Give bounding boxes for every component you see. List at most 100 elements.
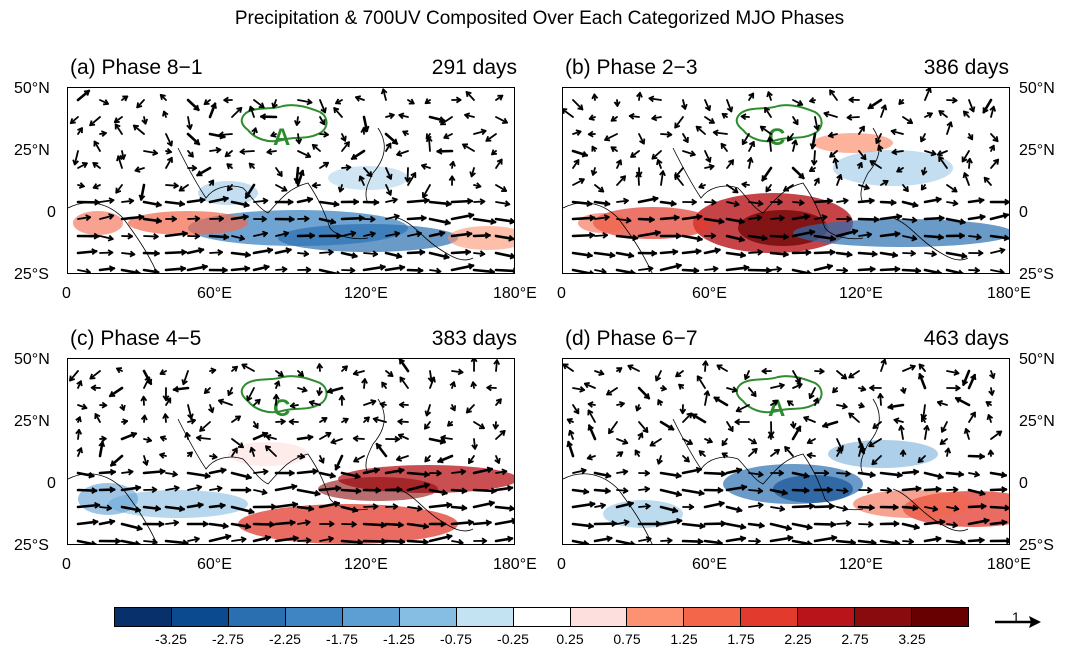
wind-vector-head xyxy=(334,464,341,471)
wind-vector-head xyxy=(773,448,780,455)
wind-vector-head xyxy=(656,458,663,465)
tp-anomaly-letter: C xyxy=(768,124,785,151)
wind-vector-head xyxy=(490,218,497,225)
wind-vector-head xyxy=(739,523,746,531)
wind-vector-head xyxy=(464,248,471,256)
wind-vector-head xyxy=(822,421,829,429)
wind-vector-head xyxy=(507,535,513,543)
wind-vector-head xyxy=(996,430,1003,437)
wind-vector-shaft xyxy=(814,215,828,220)
wind-vector-shaft xyxy=(848,412,860,423)
wind-vector-head xyxy=(201,263,208,271)
wind-vector-head xyxy=(227,389,234,396)
wind-vector-shaft xyxy=(340,251,358,258)
wind-vector-head xyxy=(606,389,613,396)
wind-vector-head xyxy=(438,230,445,237)
wind-vector-head xyxy=(351,153,358,160)
wind-vector-head xyxy=(675,232,682,240)
wind-vector-head xyxy=(973,470,980,478)
wind-vector-head xyxy=(955,396,962,404)
wind-vector-shaft xyxy=(73,150,79,166)
wind-vector-head xyxy=(151,486,158,494)
wind-vector-head xyxy=(789,422,797,429)
wind-vector-head xyxy=(675,490,682,498)
wind-vector-head xyxy=(306,196,313,204)
wind-vector-shaft xyxy=(858,184,870,190)
wind-vector-shaft xyxy=(572,178,585,186)
wind-vector-head xyxy=(622,468,629,476)
wind-vector-shaft xyxy=(682,150,696,156)
colorbar-cell xyxy=(115,608,172,626)
wind-vector-head xyxy=(695,125,702,132)
wind-vector-shaft xyxy=(494,234,514,241)
wind-vector-head xyxy=(171,470,178,478)
wind-vector-head xyxy=(153,232,159,240)
wind-vector-head xyxy=(94,501,100,509)
wind-vector-head xyxy=(698,450,705,457)
lat-tick-a-50n: 50°N xyxy=(14,80,50,97)
wind-vector-shaft xyxy=(252,522,276,526)
panel-d-days: 463 days xyxy=(923,327,1009,350)
wind-vector-head xyxy=(782,233,789,241)
wind-vector-head xyxy=(649,440,656,447)
wind-vector-shaft xyxy=(682,438,693,445)
wind-vector-head xyxy=(243,201,250,209)
wind-vector-shaft xyxy=(748,216,763,220)
wind-vector-head xyxy=(379,263,386,271)
wind-vector-head xyxy=(676,517,682,525)
wind-vector-shaft xyxy=(791,268,812,273)
wind-vector-head xyxy=(894,539,900,544)
wind-vector-shaft xyxy=(76,503,101,509)
wind-vector-head xyxy=(644,502,651,510)
wind-vector-shaft xyxy=(384,132,399,145)
wind-vector-head xyxy=(373,467,380,474)
lat-tick-c-25n: 25°N xyxy=(14,413,50,430)
wind-vector-head xyxy=(178,505,185,513)
wind-vector-shaft xyxy=(465,404,475,414)
wind-vector-shaft xyxy=(791,251,812,255)
panel-a-days: 291 days xyxy=(431,56,517,79)
wind-vector-head xyxy=(782,250,789,258)
wind-vector-shaft xyxy=(296,505,315,511)
wind-vector-shaft xyxy=(164,232,188,238)
wind-vector-head xyxy=(579,385,586,393)
wind-vector-shaft xyxy=(783,184,794,192)
wind-vector-head xyxy=(81,403,88,410)
wind-vector-shaft xyxy=(363,252,379,256)
wind-vector-shaft xyxy=(703,248,721,255)
wind-vector-head xyxy=(301,386,308,393)
wind-vector-shaft xyxy=(945,539,966,544)
wind-vector-shaft xyxy=(616,175,626,186)
wind-vector-head xyxy=(630,151,637,158)
wind-vector-head xyxy=(670,200,677,207)
wind-vector-head xyxy=(388,112,395,120)
wind-vector-head xyxy=(69,118,76,125)
wind-vector-head xyxy=(999,247,1006,255)
wind-vector-shaft xyxy=(637,172,640,186)
wind-vector-shaft xyxy=(385,232,400,237)
wind-vector-head xyxy=(699,522,706,530)
wind-vector-shaft xyxy=(99,506,112,510)
wind-vector-head xyxy=(307,434,314,441)
wind-vector-head xyxy=(226,163,233,170)
wind-vector-shaft xyxy=(791,488,810,492)
wind-vector-head xyxy=(866,486,873,494)
wind-vector-head xyxy=(92,518,99,526)
wind-vector-shaft xyxy=(726,201,740,206)
wind-vector-head xyxy=(461,487,468,495)
wind-vector-head xyxy=(191,164,198,172)
wind-vector-head xyxy=(132,124,139,131)
wind-vector-shaft xyxy=(362,468,380,475)
wind-vector-shaft xyxy=(297,99,313,104)
wind-vector-shaft xyxy=(587,424,597,441)
wind-vector-shaft xyxy=(164,267,187,272)
wind-vector-head xyxy=(281,266,288,273)
wind-vector-head xyxy=(890,128,897,136)
wind-vector-shaft xyxy=(571,502,596,509)
wind-vector-shaft xyxy=(616,438,629,444)
wind-vector-head xyxy=(739,251,746,259)
wind-vector-shaft xyxy=(495,359,498,372)
panel-d-map: A xyxy=(562,358,1010,545)
wind-vector-head xyxy=(224,533,231,541)
wind-vector-shaft xyxy=(406,268,424,272)
